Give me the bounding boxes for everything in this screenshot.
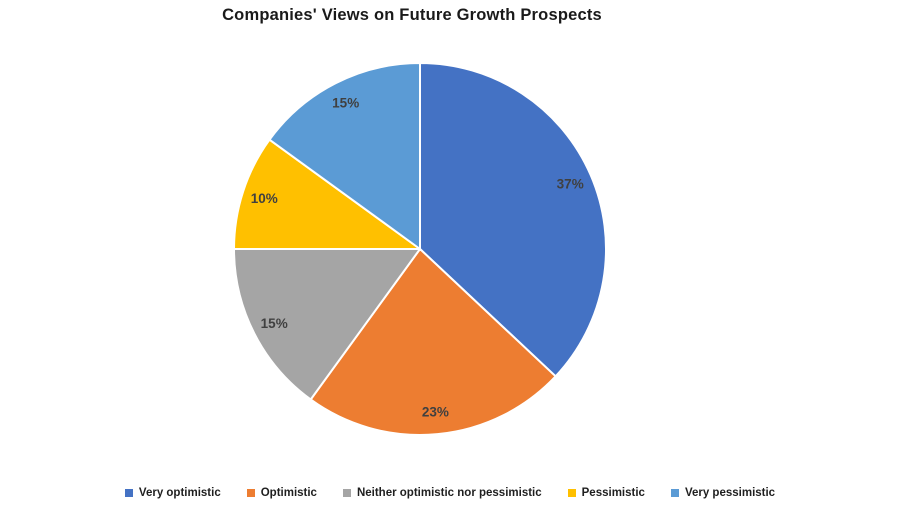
pie-slice-pessimistic[interactable] (233, 138, 421, 250)
legend-label: Very optimistic (138, 487, 221, 499)
legend-label: Optimistic (260, 487, 317, 499)
pie-slice-optimistic[interactable] (309, 248, 557, 436)
legend-item-optimistic[interactable]: Optimistic (246, 487, 317, 499)
chart-title: Companies' Views on Future Growth Prospe… (222, 6, 602, 24)
legend-swatch-icon (567, 489, 576, 497)
pie-slices (233, 62, 607, 436)
legend-label: Pessimistic (581, 487, 645, 499)
pie-slice-neither-optimistic-nor-pessimistic[interactable] (233, 248, 421, 401)
legend-swatch-icon (246, 489, 255, 497)
legend-swatch-icon (670, 489, 679, 497)
legend-item-pessimistic[interactable]: Pessimistic (567, 487, 645, 499)
chart-legend: Very optimistic Optimistic Neither optimis… (0, 487, 900, 499)
data-label: 37% (557, 177, 584, 192)
legend-swatch-icon (124, 489, 133, 497)
legend-item-very-pessimistic[interactable]: Very pessimistic (670, 487, 776, 499)
legend-swatch-icon (342, 489, 351, 497)
legend-label: Neither optimistic nor pessimistic (356, 487, 542, 499)
pie-slice-very-optimistic[interactable] (419, 62, 607, 378)
data-label: 10% (251, 191, 278, 206)
legend-label: Very pessimistic (684, 487, 776, 499)
data-label: 23% (422, 405, 449, 420)
data-label: 15% (332, 96, 359, 111)
legend-item-very-optimistic[interactable]: Very optimistic (124, 487, 221, 499)
pie-data-labels: 37% 23% 15% 10% 15% (251, 96, 584, 420)
legend-item-neither-optimistic-nor-pessimistic[interactable]: Neither optimistic nor pessimistic (342, 487, 542, 499)
pie-slice-very-pessimistic[interactable] (268, 62, 421, 250)
data-label: 15% (261, 316, 288, 331)
